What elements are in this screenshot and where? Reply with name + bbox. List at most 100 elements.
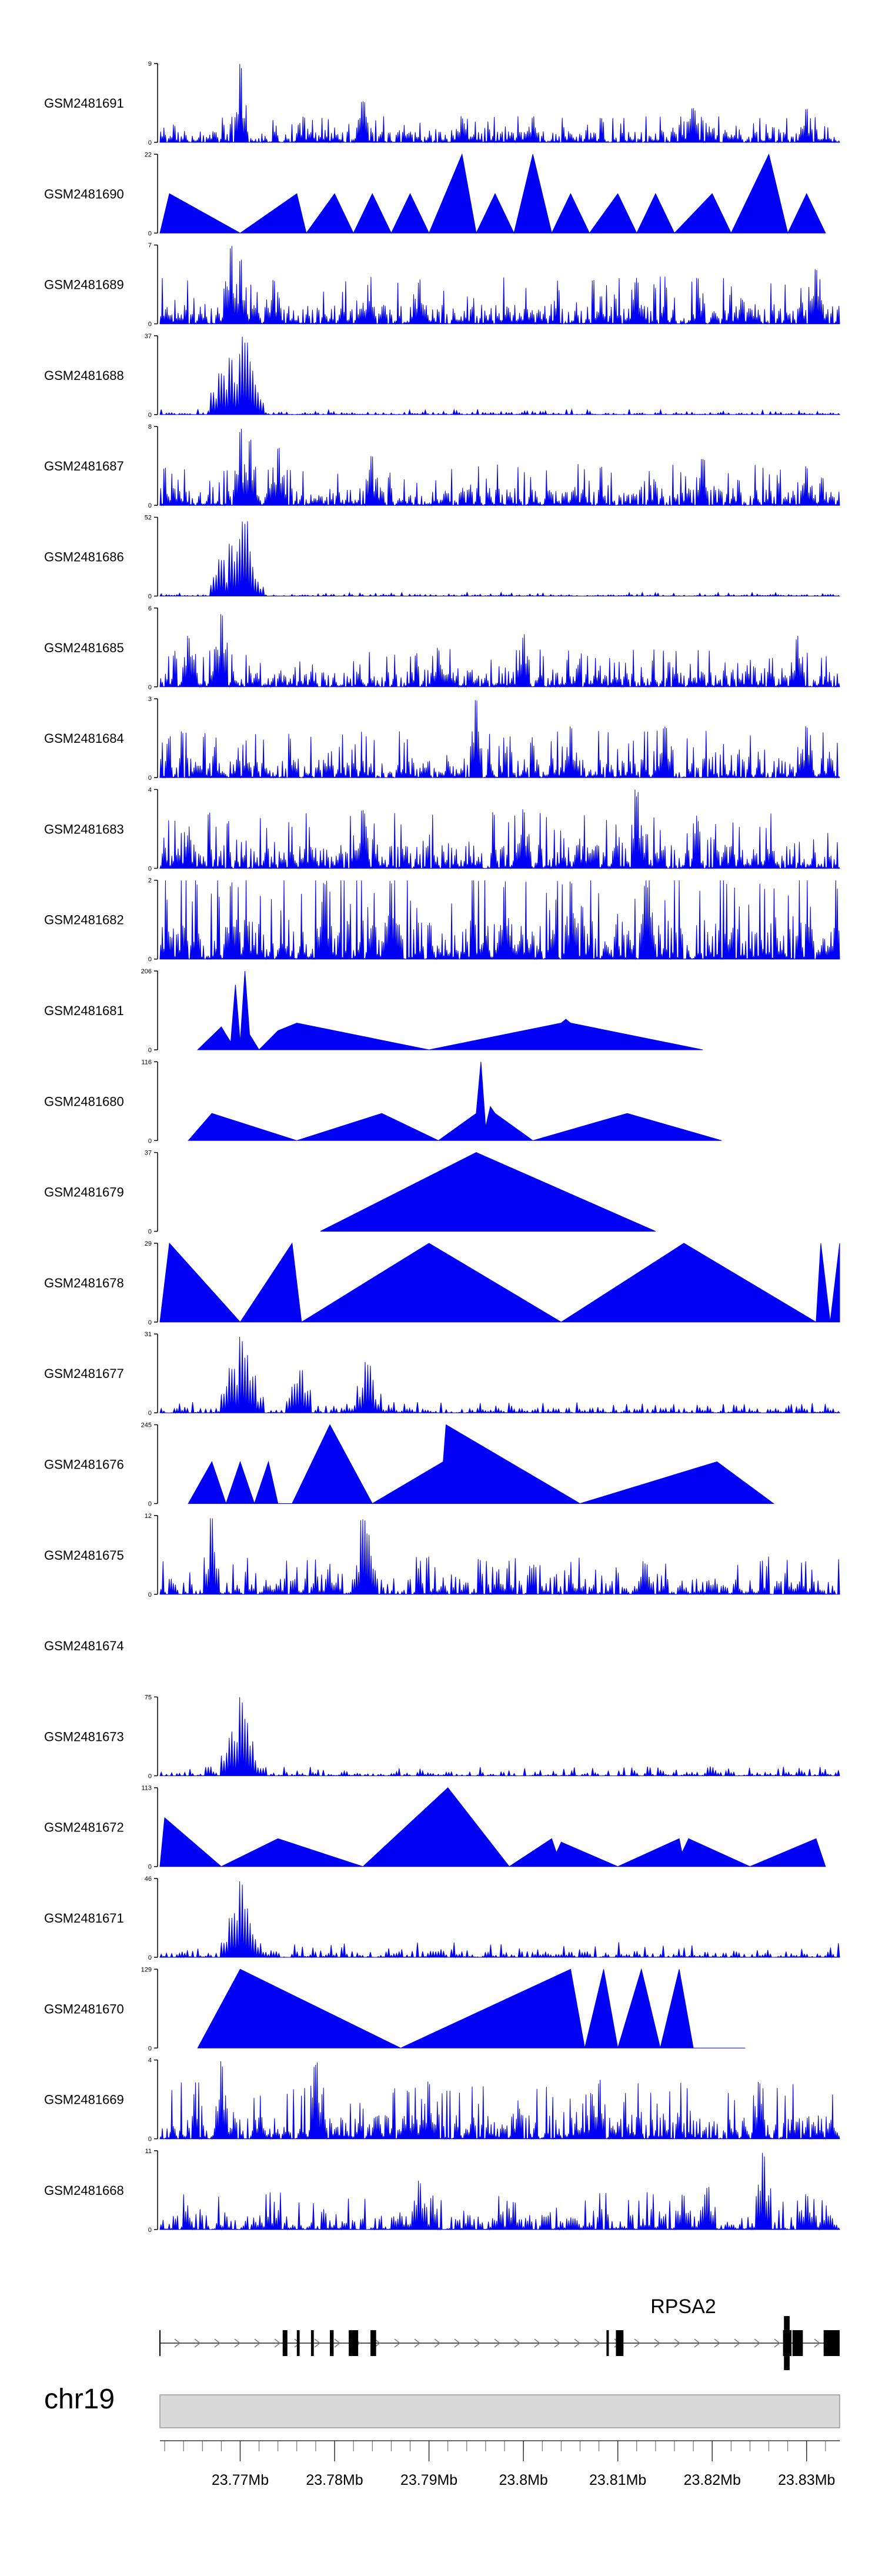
track-label: GSM2481691 bbox=[44, 96, 124, 111]
signal-area bbox=[159, 1242, 840, 1323]
gene-label: RPSA2 bbox=[650, 2295, 716, 2318]
signal-area bbox=[159, 2153, 840, 2231]
track-GSM2481670: GSM2481670 129 0 bbox=[44, 1966, 746, 2052]
strand-arrow bbox=[314, 2338, 321, 2348]
exon bbox=[349, 2330, 359, 2356]
x-tick-label: 23.78Mb bbox=[306, 2472, 363, 2488]
strand-arrow bbox=[474, 2338, 481, 2348]
y-tick-label-min: 0 bbox=[148, 2045, 152, 2052]
y-tick-label-min: 0 bbox=[148, 412, 152, 419]
strand-arrow bbox=[454, 2338, 461, 2348]
signal-area bbox=[159, 521, 840, 597]
exon bbox=[606, 2330, 609, 2356]
track-label: GSM2481671 bbox=[44, 1911, 124, 1926]
track-GSM2481689: GSM2481689 7 0 bbox=[44, 242, 840, 328]
strand-arrow bbox=[554, 2338, 561, 2348]
track-label: GSM2481679 bbox=[44, 1185, 124, 1200]
gene-model-track: RPSA2 bbox=[159, 2295, 840, 2370]
y-tick-label-min: 0 bbox=[148, 684, 152, 691]
strand-arrow bbox=[814, 2338, 821, 2348]
track-GSM2481682: GSM2481682 2 0 bbox=[44, 877, 840, 963]
y-tick-label-max: 4 bbox=[148, 2057, 152, 2064]
track-GSM2481686: GSM2481686 52 0 bbox=[44, 515, 840, 600]
y-tick-label-max: 7 bbox=[148, 242, 152, 249]
track-label: GSM2481669 bbox=[44, 2093, 124, 2107]
exon-tall bbox=[784, 2316, 790, 2370]
y-tick-label-max: 12 bbox=[145, 1513, 152, 1520]
signal-area bbox=[159, 1697, 840, 1777]
track-label: GSM2481684 bbox=[44, 731, 124, 746]
strand-arrow bbox=[534, 2338, 541, 2348]
strand-arrow bbox=[774, 2338, 781, 2348]
y-tick-label-max: 75 bbox=[145, 1694, 152, 1701]
signal-area bbox=[159, 880, 840, 960]
y-tick-label-min: 0 bbox=[148, 1319, 152, 1326]
strand-arrow bbox=[654, 2338, 661, 2348]
y-tick-label-max: 6 bbox=[148, 605, 152, 612]
exon bbox=[823, 2330, 840, 2356]
y-tick-label-max: 46 bbox=[145, 1876, 152, 1883]
exon bbox=[370, 2330, 376, 2356]
track-GSM2481684: GSM2481684 3 0 bbox=[44, 696, 840, 782]
y-tick-label-min: 0 bbox=[148, 2227, 152, 2234]
y-tick-label-min: 0 bbox=[148, 593, 152, 600]
strand-arrow bbox=[214, 2338, 221, 2348]
exon bbox=[282, 2330, 288, 2356]
exon bbox=[296, 2330, 300, 2356]
y-tick-label-max: 2 bbox=[148, 877, 152, 885]
track-GSM2481685: GSM2481685 6 0 bbox=[44, 605, 840, 691]
track-label: GSM2481674 bbox=[44, 1639, 124, 1653]
strand-arrow bbox=[594, 2338, 601, 2348]
y-tick-label-min: 0 bbox=[148, 2136, 152, 2143]
y-tick-label-max: 113 bbox=[141, 1785, 152, 1792]
track-GSM2481669: GSM2481669 4 0 bbox=[44, 2057, 840, 2143]
y-tick-label-min: 0 bbox=[148, 956, 152, 963]
strand-arrow bbox=[174, 2338, 181, 2348]
track-label: GSM2481672 bbox=[44, 1820, 124, 1835]
track-label: GSM2481683 bbox=[44, 822, 124, 836]
strand-arrow bbox=[294, 2338, 301, 2348]
signal-area bbox=[159, 1518, 840, 1596]
track-GSM2481673: GSM2481673 75 0 bbox=[44, 1694, 840, 1780]
strand-arrow bbox=[374, 2338, 381, 2348]
y-tick-label-min: 0 bbox=[148, 1229, 152, 1236]
y-tick-label-max: 116 bbox=[141, 1059, 152, 1066]
x-tick-label: 23.77Mb bbox=[212, 2472, 269, 2488]
track-GSM2481678: GSM2481678 29 0 bbox=[44, 1240, 840, 1326]
signal-area bbox=[159, 153, 826, 234]
y-tick-label-min: 0 bbox=[148, 865, 152, 872]
y-tick-label-min: 0 bbox=[148, 1864, 152, 1871]
track-label: GSM2481689 bbox=[44, 278, 124, 292]
y-tick-label-max: 8 bbox=[148, 423, 152, 431]
y-tick-label-max: 3 bbox=[148, 696, 152, 703]
track-GSM2481672: GSM2481672 113 0 bbox=[44, 1785, 826, 1871]
signal-area bbox=[159, 789, 841, 870]
y-tick-label-min: 0 bbox=[148, 139, 152, 146]
track-label: GSM2481675 bbox=[44, 1548, 124, 1563]
signal-area bbox=[320, 1152, 656, 1232]
y-tick-label-max: 9 bbox=[148, 61, 152, 68]
track-label: GSM2481673 bbox=[44, 1729, 124, 1744]
track-label: GSM2481677 bbox=[44, 1366, 124, 1381]
track-GSM2481690: GSM2481690 22 0 bbox=[44, 151, 826, 237]
track-GSM2481676: GSM2481676 245 0 bbox=[44, 1422, 775, 1508]
track-label: GSM2481680 bbox=[44, 1094, 124, 1109]
exon bbox=[616, 2330, 624, 2356]
chromosome-band bbox=[159, 2394, 840, 2428]
track-GSM2481668: GSM2481668 11 0 bbox=[44, 2148, 840, 2234]
strand-arrow bbox=[574, 2338, 581, 2348]
track-GSM2481680: GSM2481680 116 0 bbox=[44, 1059, 722, 1144]
signal-area bbox=[159, 2061, 840, 2140]
strand-arrow bbox=[414, 2338, 421, 2348]
exon bbox=[330, 2330, 334, 2356]
strand-arrow bbox=[194, 2338, 201, 2348]
track-label: GSM2481678 bbox=[44, 1276, 124, 1290]
track-label: GSM2481685 bbox=[44, 640, 124, 655]
strand-arrow bbox=[434, 2338, 441, 2348]
signal-tracks: GSM248169190GSM2481690220GSM248168970GSM… bbox=[44, 61, 841, 2234]
track-GSM2481691: GSM2481691 9 0 bbox=[44, 61, 840, 146]
y-tick-label-max: 206 bbox=[141, 968, 152, 975]
y-tick-label-min: 0 bbox=[148, 1773, 152, 1780]
signal-area bbox=[159, 1336, 841, 1414]
